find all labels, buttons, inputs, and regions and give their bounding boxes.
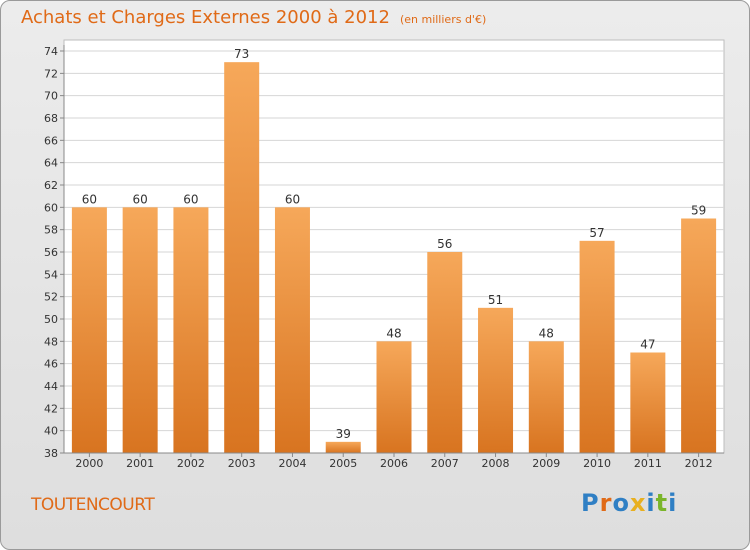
x-tick-label: 2011 [634,457,662,470]
y-tick-label: 70 [44,90,58,103]
bars: 60 60 60 73 60 39 48 56 51 48 57 47 59 [71,47,717,454]
bar [224,62,260,454]
y-tick-label: 68 [44,112,58,125]
bar [274,207,310,453]
bar-value-label: 60 [82,192,97,206]
bar-value-label: 59 [691,204,706,218]
x-tick-label: 2008 [482,457,510,470]
commune-name: TOUTENCOURT [31,495,155,515]
bar [376,341,412,453]
y-tick-label: 58 [44,224,58,237]
x-tick-label: 2012 [685,457,713,470]
x-tick-label: 2010 [583,457,611,470]
logo-letter: t [655,489,669,517]
x-tick-label: 2001 [126,457,154,470]
bar [478,307,514,453]
y-tick-label: 46 [44,358,58,371]
x-tick-label: 2006 [380,457,408,470]
bar-value-label: 47 [640,338,655,352]
bar-value-label: 60 [285,192,300,206]
y-tick-label: 42 [44,402,58,415]
bar-value-label: 60 [183,192,198,206]
bar-value-label: 39 [336,427,351,441]
bar-value-label: 60 [133,192,148,206]
bar-value-label: 48 [386,326,401,340]
x-tick-label: 2004 [278,457,306,470]
bar [579,240,615,453]
bar-value-label: 56 [437,237,452,251]
bar-value-label: 73 [234,47,249,61]
logo-letter: o [612,489,630,517]
y-tick-label: 66 [44,134,58,147]
bar-value-label: 51 [488,293,503,307]
bar [630,352,666,453]
x-tick-label: 2002 [177,457,205,470]
x-tick-label: 2005 [329,457,357,470]
bar [681,218,717,453]
bar-value-label: 57 [589,226,604,240]
y-tick-label: 38 [44,447,58,460]
chart-title-text: Achats et Charges Externes 2000 à 2012 [21,7,390,28]
y-tick-label: 72 [44,67,58,80]
logo-letter: r [599,489,613,517]
bar [325,441,361,453]
y-tick-label: 40 [44,425,58,438]
y-tick-label: 44 [44,380,58,393]
y-tick-label: 60 [44,201,58,214]
logo-letter: i [646,489,656,517]
logo-letter: P [581,489,600,517]
y-tick-label: 54 [44,268,58,281]
x-tick-label: 2003 [228,457,256,470]
bar [71,207,107,453]
bar [528,341,564,453]
bar-value-label: 48 [539,326,554,340]
y-tick-label: 50 [44,313,58,326]
y-tick-label: 52 [44,291,58,304]
x-axis: 2000 2001 2002 2003 2004 2005 2006 2007 2008 2009… [64,452,724,470]
chart-subtitle: (en milliers d'€) [399,13,487,26]
bar [122,207,158,453]
y-tick-label: 48 [44,335,58,348]
y-tick-label: 56 [44,246,58,259]
y-axis: 38 40 42 44 46 48 50 52 54 56 58 60 62 64 66 68 70 72 74 [44,45,65,460]
bar [427,252,463,453]
y-tick-label: 64 [44,157,58,170]
bar [173,207,209,453]
logo-letter: x [629,489,647,517]
y-tick-label: 74 [44,45,58,58]
x-tick-label: 2007 [431,457,459,470]
x-tick-label: 2009 [532,457,560,470]
y-tick-label: 62 [44,179,58,192]
logo-letter: i [668,489,678,517]
proxiti-logo: Proxiti [581,489,677,517]
x-tick-label: 2000 [75,457,103,470]
chart-title: Achats et Charges Externes 2000 à 2012 (e… [21,7,486,28]
